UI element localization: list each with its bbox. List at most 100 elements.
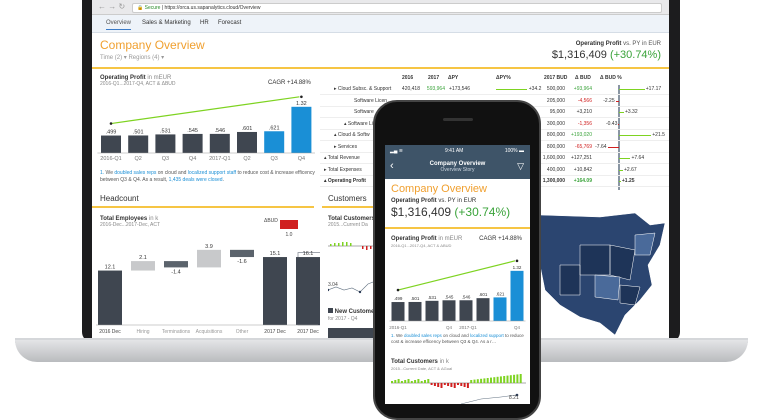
headcount-waterfall-chart: 12.1 2016 Dec 2.1 Hiring -1.4 Terminations 3.9…: [96, 218, 320, 335]
bar: [264, 131, 285, 153]
bar: [490, 377, 492, 383]
cell-bud: 205,000: [546, 97, 565, 104]
column-header[interactable]: 2017: [428, 75, 440, 81]
bar: [476, 379, 479, 383]
cell-bud: 800,000: [546, 143, 565, 150]
phone-screen: ▂▄ ≋ 9:41 AM 100% ▬ ‹ Company Overview O…: [385, 145, 530, 404]
delta-bar: [619, 89, 645, 91]
cell-dbud-pct: -7.64: [595, 143, 607, 150]
bar: [516, 374, 519, 383]
op-chart-header: Operating Profit in mEUR 2016-Q1...2017-…: [100, 75, 176, 87]
bar-value-label: .499: [394, 296, 403, 301]
bar: [209, 133, 230, 153]
time-filter[interactable]: Time (2) ▾: [100, 55, 127, 61]
column-header[interactable]: ΔPY%: [496, 75, 511, 81]
bar: [480, 378, 483, 383]
bar-value-label: .601: [479, 292, 488, 297]
bar: [450, 383, 453, 387]
tab-forecast[interactable]: Forecast: [218, 20, 242, 26]
cell-dbud-pct: -0.43: [605, 120, 618, 127]
cell-bud: 800,000: [546, 132, 565, 138]
bar: [263, 257, 287, 325]
bar-value-label: 12.1: [105, 265, 116, 271]
bar: [442, 300, 456, 321]
column-header[interactable]: 2016: [402, 75, 414, 81]
phone-customers-subtitle: 2015...Current Date, ACT & ΔGoal: [391, 366, 453, 371]
row-label: ▴ Total Revenue: [324, 155, 360, 161]
cell-dbud: +93,964: [573, 86, 592, 92]
bar: [410, 381, 413, 383]
tab-sales-marketing[interactable]: Sales & Marketing: [142, 20, 191, 26]
phone-customers-title: Total Customers in k: [391, 359, 449, 365]
cell-bud: 1,600,000: [542, 155, 565, 161]
cell-dbud: +127,251: [571, 155, 592, 161]
address-bar[interactable]: 🔒 Secure | https://orca.us.sapanalytics.…: [132, 3, 662, 13]
tab-overview[interactable]: Overview: [106, 20, 132, 30]
phone-chart-subtitle: 2016-Q1...2017-Q4, ACT & ΔBUD: [391, 243, 452, 248]
x-axis-label: 2016 Dec: [99, 329, 121, 335]
row-label: ▴ Operating Profit: [324, 178, 366, 184]
cell-dbud: -65,769: [575, 143, 592, 150]
cell-bud: 95,000: [549, 109, 565, 115]
bar: [440, 383, 443, 388]
cell-dbud-pct: +7.64: [631, 155, 645, 161]
cell-dbud: +193,020: [571, 132, 592, 138]
us-map[interactable]: [540, 205, 669, 338]
bar: [230, 249, 254, 258]
filters: Time (2) ▾ Regions (4) ▾: [100, 54, 164, 61]
end-point: [515, 393, 519, 397]
column-header[interactable]: Δ BUD %: [600, 75, 622, 81]
nav-subtitle: Overview Story: [440, 167, 475, 173]
phone-kpi-value: $1,316,409 (+30.74%): [391, 205, 511, 219]
tab-hr[interactable]: HR: [200, 20, 209, 26]
regions-filter[interactable]: Regions (4) ▾: [128, 55, 165, 61]
bar: [457, 383, 459, 385]
bar: [394, 380, 397, 383]
back-icon[interactable]: ‹: [390, 160, 394, 172]
bar: [417, 379, 420, 383]
delta-bar: [615, 100, 619, 102]
cell-dbud-pct: -2.25: [603, 97, 615, 104]
phone-customers-chart: [391, 374, 526, 404]
bar: [493, 297, 507, 321]
bar: [476, 298, 490, 321]
column-header[interactable]: ΔPY: [448, 75, 459, 81]
x-axis-label: Q3: [162, 156, 169, 162]
cell-2016: 420,418: [401, 86, 420, 92]
operating-profit-chart: .499 2016-Q1 .501 Q2 .531 Q3 .545 Q4 .546 2017-Q1…: [97, 95, 315, 162]
bar: [182, 133, 203, 153]
table-row[interactable]: ▸ Cloud Subsc. & Support 420,418 593,964 +1…: [320, 84, 669, 95]
column-header[interactable]: Δ BUD: [575, 75, 591, 81]
bar: [155, 134, 176, 153]
cell-bud: 1,300,000: [542, 178, 565, 184]
bar-value-label: .501: [411, 296, 420, 301]
cell-dbud: +164.09: [573, 178, 592, 184]
column-header[interactable]: 2017 BUD: [544, 75, 568, 81]
phone-operating-profit-chart: .499 .501 .531 .545 .546 .601 .621 1.32 2016-Q1 Q…: [389, 259, 526, 330]
bar: [197, 249, 221, 268]
bar: [128, 135, 149, 153]
page-title: Company Overview: [100, 38, 205, 52]
x-axis-label: Q4: [514, 325, 521, 330]
row-label: ▴ Cloud & Softw: [334, 132, 370, 138]
cell-bud: 400,000: [546, 166, 565, 173]
x-axis-label: 2017 Dec: [297, 329, 319, 335]
story-tabs: Overview Sales & Marketing HR Forecast: [92, 15, 669, 33]
bar: [466, 383, 469, 388]
phone-nav-bar: ‹ Company Overview Overview Story ▽: [385, 157, 530, 179]
x-axis-label: Other: [236, 329, 249, 335]
bar-value-label: .621: [496, 291, 505, 296]
filter-icon[interactable]: ▽: [517, 161, 524, 171]
back-forward-reload-icons[interactable]: ← → ↻: [98, 2, 126, 11]
bar: [486, 378, 489, 383]
x-axis-label: Q4: [298, 156, 305, 162]
x-axis-label: Q2: [243, 156, 250, 162]
bar-value-label: 2.1: [139, 255, 147, 261]
browser-toolbar: ← → ↻ 🔒 Secure | https://orca.us.sapanal…: [92, 0, 669, 15]
bar: [473, 379, 476, 383]
x-axis-label: Q2: [135, 156, 142, 162]
x-axis-label: Hiring: [136, 329, 149, 335]
dbud-label: ΔBUD: [264, 218, 278, 224]
bar: [496, 376, 499, 383]
headcount-chart-header: Total Employees in k 2016-Dec...2017-Dec…: [100, 216, 161, 228]
